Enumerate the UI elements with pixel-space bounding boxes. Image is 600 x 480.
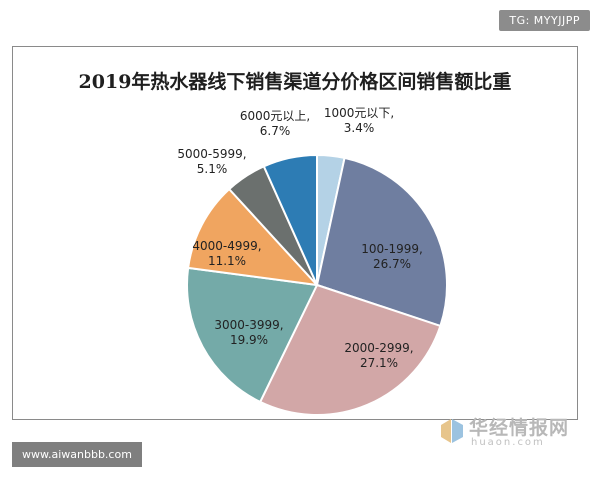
slice-label: 1000元以下, 3.4% — [324, 106, 394, 135]
logo-domain: huaon.com — [471, 437, 545, 448]
chart-title: 2019年热水器线下销售渠道分价格区间销售额比重 — [78, 71, 512, 93]
slice-label: 6000元以上, 6.7% — [240, 109, 310, 138]
slice-label: 100-1999, 26.7% — [361, 242, 423, 271]
slice-label: 3000-3999, 19.9% — [214, 318, 283, 347]
pie-slice — [186, 266, 319, 404]
watermark-url: www.aiwanbbb.com — [12, 442, 142, 467]
chart-frame: 2019年热水器线下销售渠道分价格区间销售额比重 1000元以下, 3.4% 100… — [12, 46, 578, 448]
source-logo: 华经情报网 huaon.com — [441, 413, 581, 453]
slice-label: 4000-4999, 11.1% — [192, 239, 261, 268]
pie-slice — [262, 153, 318, 286]
pie-slice — [315, 156, 448, 328]
pie-chart: 1000元以下, 3.4% 100-1999, 26.7% 2000-2999, 27.1… — [177, 106, 448, 416]
pie-slice — [258, 283, 442, 416]
watermark-tag: TG: MYYJJPP — [499, 10, 590, 31]
logo-name: 华经情报网 — [469, 417, 570, 439]
pie-slice — [187, 187, 320, 287]
logo-mark-icon — [441, 419, 463, 443]
slice-label: 2000-2999, 27.1% — [344, 341, 413, 370]
slice-label: 5000-5999, 5.1% — [177, 147, 246, 176]
